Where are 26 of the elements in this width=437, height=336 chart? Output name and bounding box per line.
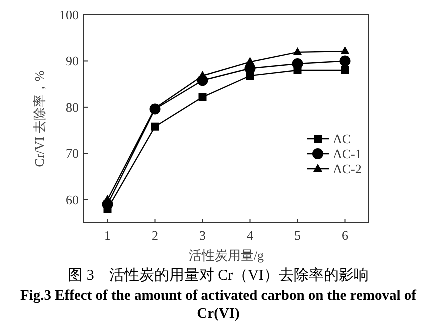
point (293, 47, 302, 56)
x-axis-title: 活性炭用量/g (188, 248, 265, 263)
point (198, 93, 207, 102)
legend-label: AC (333, 132, 352, 146)
point (151, 122, 160, 131)
y-tick-label: 90 (66, 54, 79, 69)
y-axis-title: Cr/VI 去除率，% (32, 70, 47, 168)
point (340, 56, 351, 67)
y-tick-label: 80 (66, 100, 79, 115)
x-tick-label: 1 (104, 228, 111, 243)
x-tick-label: 2 (152, 228, 158, 243)
x-tick-label: 3 (200, 228, 206, 243)
text: 图 3 活性炭的用量对 Cr（VI）去除率的影响 (68, 267, 369, 284)
legend-label: AC-1 (333, 146, 362, 162)
text: Fig.3 Effect of the amount of activated carbon on the removal of Cr(VI) (20, 288, 417, 322)
x-tick-label: 5 (294, 228, 301, 243)
point (246, 57, 255, 66)
point (340, 46, 350, 55)
legend-label: AC-2 (333, 162, 362, 176)
point (292, 58, 304, 70)
y-tick-label: 100 (60, 8, 79, 22)
y-tick-label: 70 (66, 146, 79, 162)
y-tick-label: 60 (66, 192, 79, 208)
x-tick-label: 4 (247, 228, 254, 243)
point (341, 66, 350, 74)
x-tick-label: 6 (342, 228, 349, 243)
